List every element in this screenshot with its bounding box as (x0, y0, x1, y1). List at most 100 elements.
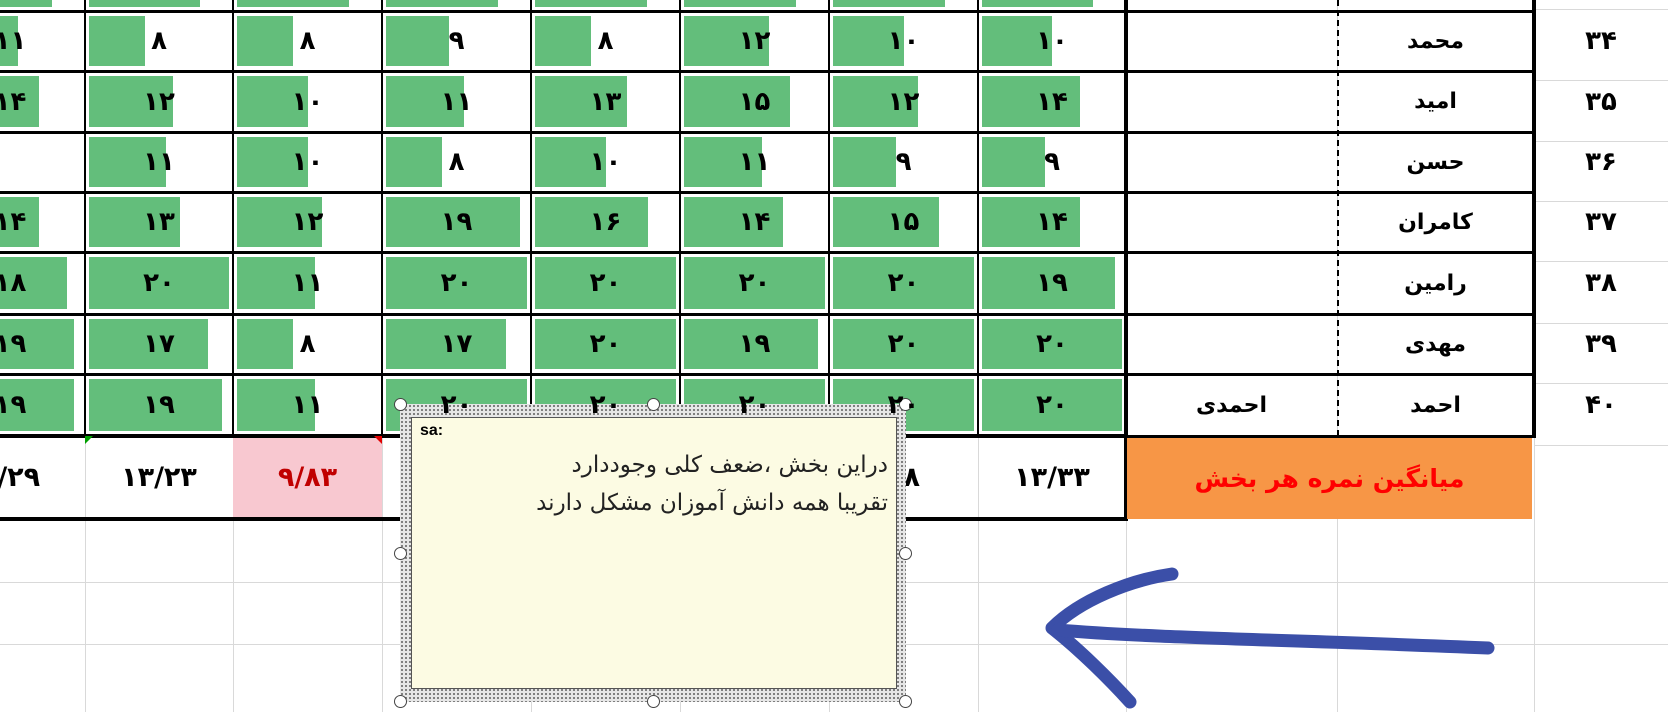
grade-cell[interactable]: ۱۷ (382, 314, 531, 374)
grade-cell[interactable]: ۲۰ (680, 252, 829, 314)
grade-cell[interactable]: ۲۰ (531, 314, 680, 374)
grade-value: ۸ (597, 26, 614, 56)
grade-cell[interactable]: ۱۴ (978, 71, 1126, 132)
gridline (1534, 261, 1668, 262)
comment-body[interactable]: sa: دراین بخش ،ضعف کلی وجوددارد تقریبا ه… (411, 417, 897, 689)
grade-cell[interactable]: ۱۹ (680, 314, 829, 374)
resize-handle[interactable] (394, 695, 407, 708)
grade-cell[interactable]: ۱۴ (0, 71, 85, 132)
resize-handle[interactable] (394, 398, 407, 411)
grade-cell[interactable]: ۱۲ (829, 71, 978, 132)
grade-cell[interactable]: ۱۴ (978, 192, 1126, 252)
average-cell[interactable]: ۱۳/۲۳ (121, 462, 197, 493)
row-number-cell[interactable]: ۳۹ (1585, 329, 1617, 359)
data-bar (982, 76, 1080, 127)
row-number-cell[interactable]: ۳۴ (1585, 26, 1617, 56)
grade-cell[interactable]: ۹ (829, 132, 978, 192)
data-bar (535, 76, 627, 127)
comment-indicator-icon (374, 436, 382, 444)
resize-handle[interactable] (647, 398, 660, 411)
grade-cell[interactable]: ۸ (85, 11, 233, 71)
data-bar (237, 197, 322, 247)
data-bar (386, 76, 464, 127)
grade-cell[interactable]: ۱۰ (829, 11, 978, 71)
row-number-cell[interactable]: ۳۷ (1585, 207, 1617, 237)
grade-cell[interactable]: ۱۱ (680, 132, 829, 192)
grade-cell[interactable]: ۲۰ (978, 314, 1126, 374)
grade-cell[interactable]: ۱۳ (85, 192, 233, 252)
grade-cell[interactable]: ۲۰ (85, 252, 233, 314)
resize-handle[interactable] (899, 695, 912, 708)
grade-value: ۱۱ (0, 26, 27, 56)
grade-value: ۲۰ (440, 268, 473, 298)
resize-handle[interactable] (647, 695, 660, 708)
grade-cell[interactable]: ۱۴ (680, 192, 829, 252)
grade-cell[interactable]: ۲۰ (829, 252, 978, 314)
grade-cell[interactable]: ۱۸ (0, 252, 85, 314)
grade-cell[interactable]: ۱۹ (382, 192, 531, 252)
average-cell[interactable]: ۶/۲۹ (0, 462, 41, 493)
grade-cell[interactable]: ۹ (978, 132, 1126, 192)
first-name-cell[interactable]: رامین (1404, 270, 1467, 296)
row-number-cell[interactable]: ۳۶ (1585, 147, 1617, 177)
grade-cell[interactable]: ۱۹ (978, 252, 1126, 314)
grade-cell[interactable]: ۱۹ (85, 374, 233, 436)
grade-cell[interactable]: ۲۰ (829, 314, 978, 374)
grade-value: ۱۰ (887, 26, 920, 56)
row-border (0, 10, 1534, 13)
data-bar (0, 16, 18, 66)
grade-cell[interactable]: ۱۰ (233, 132, 382, 192)
grade-cell[interactable]: ۱۵ (680, 71, 829, 132)
grade-cell[interactable]: ۱۴ (0, 192, 85, 252)
grade-cell[interactable]: ۱۷ (85, 314, 233, 374)
grade-cell[interactable]: ۲۰ (978, 374, 1126, 436)
first-name-cell[interactable]: امید (1414, 89, 1457, 114)
grade-cell[interactable]: ۱۰ (233, 71, 382, 132)
grade-cell[interactable]: ۸ (233, 11, 382, 71)
grade-cell[interactable]: ۱۰ (978, 11, 1126, 71)
grade-cell[interactable]: ۱۱ (0, 11, 85, 71)
grade-cell[interactable]: ۱۹ (0, 314, 85, 374)
grade-cell[interactable]: ۱۱ (85, 132, 233, 192)
average-label-cell[interactable]: میانگین نمره هر بخش (1127, 438, 1532, 519)
row-number-cell[interactable]: ۳۵ (1585, 86, 1617, 117)
first-name-cell[interactable]: مهدی (1404, 331, 1466, 357)
grade-cell[interactable]: ۱۹ (0, 374, 85, 436)
first-name-cell[interactable]: محمد (1407, 28, 1464, 54)
data-bar (684, 319, 818, 369)
resize-handle[interactable] (899, 398, 912, 411)
grade-cell[interactable]: ۸ (382, 132, 531, 192)
family-name-cell[interactable]: احمدی (1195, 392, 1268, 418)
grade-cell[interactable]: ۱۲ (233, 192, 382, 252)
grade-cell[interactable]: ۸ (233, 314, 382, 374)
resize-handle[interactable] (899, 547, 912, 560)
cell-comment-box[interactable]: sa: دراین بخش ،ضعف کلی وجوددارد تقریبا ه… (394, 398, 912, 708)
grade-cell[interactable]: ۱۵ (829, 192, 978, 252)
grade-cell[interactable]: ۱۶ (531, 192, 680, 252)
grade-cell[interactable]: ۹ (382, 11, 531, 71)
first-name-cell[interactable]: کامران (1398, 209, 1473, 235)
first-name-cell[interactable]: احمد (1410, 392, 1461, 418)
row-number-cell[interactable]: ۴۰ (1585, 390, 1617, 420)
resize-handle[interactable] (394, 547, 407, 560)
first-name-cell[interactable]: حسن (1406, 149, 1465, 175)
grade-value: ۲۰ (887, 329, 920, 359)
grade-cell[interactable]: ۱۲ (85, 71, 233, 132)
grade-cell[interactable]: ۱۲ (680, 11, 829, 71)
grade-cell[interactable]: ۱۰ (531, 132, 680, 192)
grade-value: ۲۰ (143, 268, 175, 298)
grade-cell[interactable]: ۱۱ (233, 252, 382, 314)
average-cell[interactable]: ۹/۸۳ (233, 436, 382, 519)
grade-cell[interactable]: ۱۱ (233, 374, 382, 436)
grade-cell[interactable]: ۲۰ (531, 252, 680, 314)
grade-value: ۲۰ (887, 268, 920, 298)
grade-cell[interactable]: ۱۳ (531, 71, 680, 132)
data-bar (89, 137, 166, 187)
average-cell[interactable]: ۱۳/۳۳ (1014, 462, 1090, 493)
comment-line: دراین بخش ،ضعف کلی وجوددارد (571, 452, 889, 478)
grade-cell[interactable]: ۱۱ (382, 71, 531, 132)
grade-cell[interactable]: ۸ (531, 11, 680, 71)
grade-cell[interactable]: ۲۰ (382, 252, 531, 314)
data-bar (535, 257, 676, 309)
row-number-cell[interactable]: ۳۸ (1585, 268, 1617, 298)
